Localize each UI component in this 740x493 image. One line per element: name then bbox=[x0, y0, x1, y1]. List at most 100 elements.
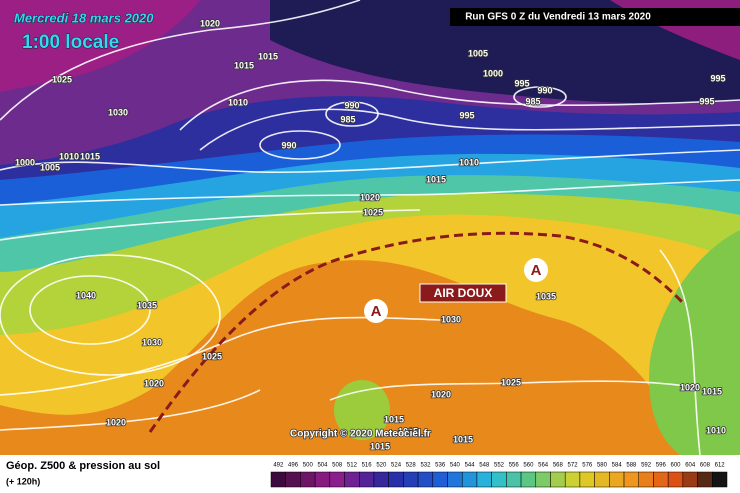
scale-label: 512 bbox=[347, 463, 358, 469]
isobar-label: 1015 bbox=[234, 60, 254, 70]
isobar-label: 1015 bbox=[370, 441, 390, 451]
scale-label: 528 bbox=[406, 463, 417, 469]
isoline bbox=[329, 380, 701, 401]
scale-swatch bbox=[579, 471, 595, 488]
valid-date: Mercredi 18 mars 2020 bbox=[14, 10, 154, 25]
run-info: Run GFS 0 Z du Vendredi 13 mars 2020 bbox=[465, 12, 651, 23]
scale-label: 612 bbox=[715, 463, 726, 469]
scale-swatch bbox=[520, 471, 537, 488]
scale-label: 592 bbox=[641, 463, 652, 469]
isoline bbox=[0, 209, 421, 241]
warm-air-boundary bbox=[148, 231, 687, 433]
scale-swatch bbox=[667, 471, 684, 488]
scale-label: 580 bbox=[597, 463, 608, 469]
scale-label: 492 bbox=[273, 463, 284, 469]
isobar-label: 985 bbox=[340, 114, 355, 124]
isobar-label: 1020 bbox=[106, 417, 126, 427]
scale-label: 524 bbox=[391, 463, 402, 469]
scale-swatch bbox=[491, 471, 507, 488]
isobar-label: 1015 bbox=[453, 434, 473, 444]
scale-swatch bbox=[417, 471, 434, 488]
isobar-label: 1010 bbox=[228, 97, 248, 107]
scale-swatch bbox=[609, 471, 625, 488]
isobar-label: 1000 bbox=[483, 68, 503, 78]
isobar-label: 1030 bbox=[108, 107, 128, 117]
isobar-label: 995 bbox=[514, 78, 529, 88]
isoline bbox=[0, 254, 221, 376]
isobar-label: 1020 bbox=[360, 192, 380, 202]
scale-label: 556 bbox=[509, 463, 520, 469]
scale-swatch bbox=[270, 471, 286, 488]
annotation: AIR DOUX bbox=[434, 286, 493, 300]
lead-time: (+ 120h) bbox=[6, 476, 40, 486]
copyright: Copyright © 2020 Meteociel.fr bbox=[290, 429, 431, 440]
isobar-label: 1005 bbox=[40, 162, 60, 172]
isobar-label: 1015 bbox=[384, 414, 404, 424]
band-green-east bbox=[649, 230, 740, 455]
run-box bbox=[450, 8, 740, 26]
scale-label: 516 bbox=[362, 463, 373, 469]
isobar-label: 1015 bbox=[258, 51, 278, 61]
isoline bbox=[179, 79, 740, 131]
scale-label: 548 bbox=[479, 463, 490, 469]
scale-swatch bbox=[564, 471, 581, 488]
scale-label: 540 bbox=[450, 463, 461, 469]
isobar-label: 1010 bbox=[459, 157, 479, 167]
scale-swatch bbox=[359, 471, 375, 488]
scale-label: 496 bbox=[288, 463, 299, 469]
scale-swatch bbox=[461, 471, 478, 488]
high-marker bbox=[524, 258, 548, 282]
scale-label: 604 bbox=[685, 463, 696, 469]
isobar-label: 1020 bbox=[431, 389, 451, 399]
isoline bbox=[0, 179, 740, 206]
scale-label: 600 bbox=[671, 463, 682, 469]
scale-swatch bbox=[476, 471, 492, 488]
isobar-labels: 1020101510151010102510301005100099599098… bbox=[14, 18, 727, 453]
isoline bbox=[513, 86, 567, 108]
isoline bbox=[0, 0, 361, 121]
isobar-label: 1040 bbox=[76, 290, 96, 300]
scale-label: 536 bbox=[435, 463, 446, 469]
scale-label: 576 bbox=[582, 463, 593, 469]
scale-swatch bbox=[697, 471, 713, 488]
isobar-label: 1010 bbox=[706, 425, 726, 435]
isobar-label: 1000 bbox=[15, 157, 35, 167]
isoline bbox=[325, 101, 379, 127]
isobar-label: 1025 bbox=[52, 74, 72, 84]
scale-label: 608 bbox=[700, 463, 711, 469]
high-marker bbox=[364, 299, 388, 323]
isobar-label: 1025 bbox=[202, 351, 222, 361]
isobar-label: 1030 bbox=[142, 337, 162, 347]
valid-time: 1:00 locale bbox=[22, 32, 119, 53]
scale-swatch bbox=[712, 471, 728, 488]
scale-swatch bbox=[447, 471, 463, 488]
isobar-label: 1020 bbox=[680, 382, 700, 392]
scale-swatch bbox=[344, 471, 360, 488]
scale-label: 508 bbox=[332, 463, 343, 469]
isobar-label: 1035 bbox=[536, 291, 556, 301]
isolines bbox=[0, 0, 740, 456]
isoline bbox=[0, 149, 740, 174]
isobar-label: 1010 bbox=[59, 151, 79, 161]
color-scale: 492 496 500 504 508 512 516 520 524 528 532 536 540 5… bbox=[270, 463, 728, 488]
isobar-label: 1015 bbox=[80, 151, 100, 161]
isoline bbox=[259, 130, 341, 160]
high-label: A bbox=[531, 262, 542, 279]
isobar-label: 1015 bbox=[398, 426, 418, 436]
isobar-label: 1020 bbox=[144, 378, 164, 388]
isobar-label: 995 bbox=[710, 73, 725, 83]
scale-swatch bbox=[329, 471, 345, 488]
isobar-label: 1035 bbox=[137, 300, 157, 310]
isobar-label: 985 bbox=[525, 96, 540, 106]
isobar-label: 1020 bbox=[200, 18, 220, 28]
isoline bbox=[659, 249, 701, 456]
isobar-label: 1005 bbox=[468, 48, 488, 58]
scale-label: 532 bbox=[420, 463, 431, 469]
annotation-box bbox=[419, 283, 507, 303]
band-magenta-west bbox=[0, 0, 200, 92]
scale-swatch bbox=[594, 471, 610, 488]
isoline bbox=[0, 389, 261, 431]
isobar-label: 990 bbox=[281, 140, 296, 150]
scale-swatch bbox=[300, 471, 316, 488]
